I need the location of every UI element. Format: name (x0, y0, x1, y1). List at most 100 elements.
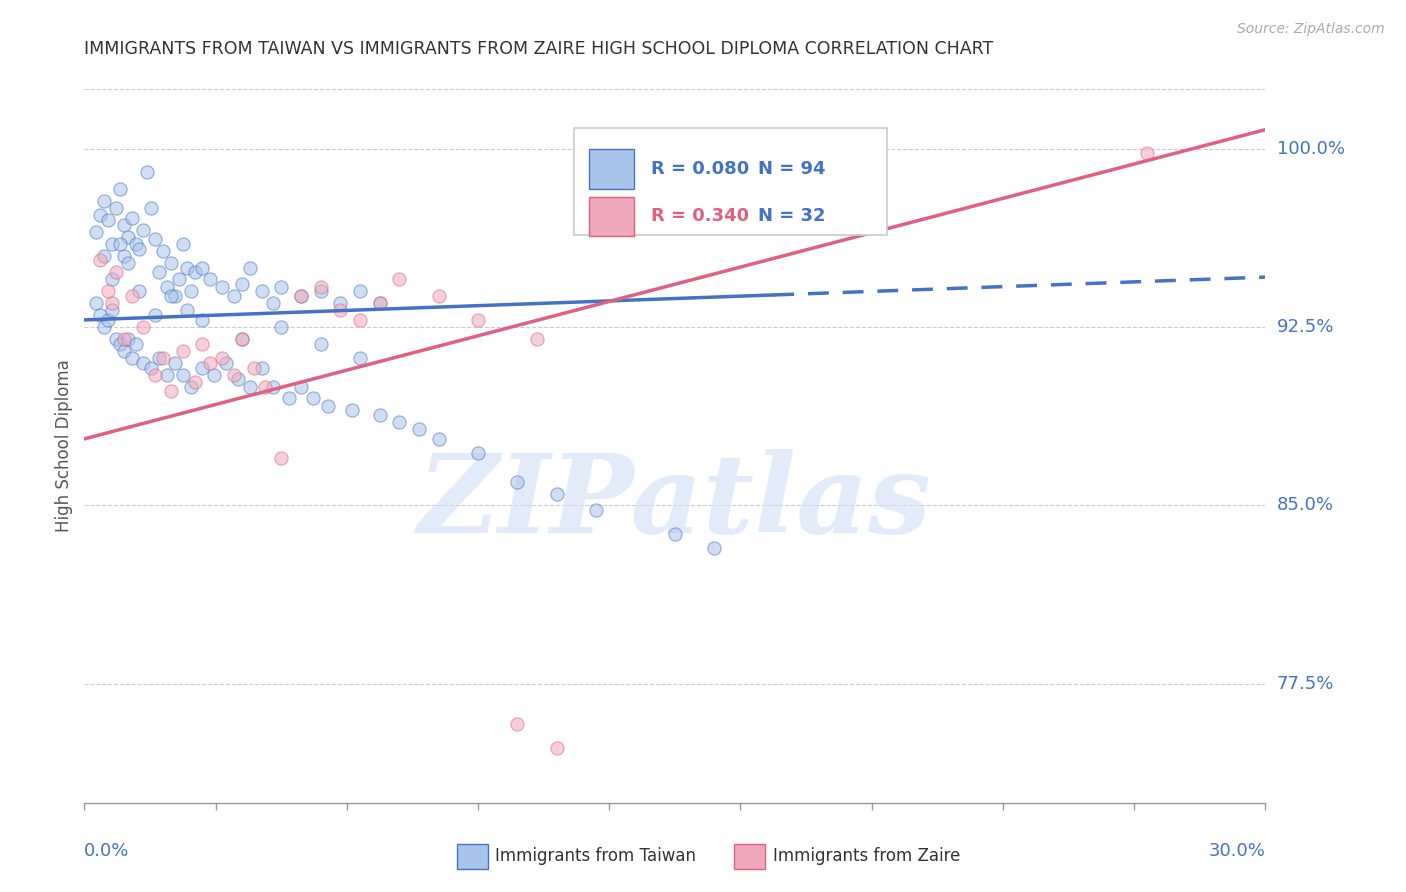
Point (202, 368, 225, 382)
Point (163, 356, 186, 370)
Point (309, 285, 332, 299)
Point (156, 279, 179, 293)
Point (121, 289, 143, 303)
FancyBboxPatch shape (575, 128, 887, 235)
Point (97, 313, 120, 327)
FancyBboxPatch shape (589, 150, 634, 189)
Point (270, 279, 292, 293)
Point (152, 244, 174, 258)
Point (121, 211, 143, 225)
Point (176, 303, 198, 318)
Point (93, 320, 115, 334)
Text: Immigrants from Taiwan: Immigrants from Taiwan (495, 847, 696, 865)
Point (167, 272, 190, 286)
Point (143, 368, 166, 382)
FancyBboxPatch shape (589, 196, 634, 235)
Text: 30.0%: 30.0% (1209, 842, 1265, 860)
Point (262, 296, 284, 310)
Point (117, 256, 139, 270)
Point (121, 351, 143, 365)
Point (270, 450, 292, 465)
Point (117, 332, 139, 346)
Point (546, 741, 568, 756)
Point (231, 277, 253, 292)
Y-axis label: High School Diploma: High School Diploma (55, 359, 73, 533)
Point (143, 232, 166, 246)
Point (160, 256, 183, 270)
Point (427, 432, 450, 446)
Point (108, 336, 131, 351)
Point (112, 332, 135, 346)
Point (254, 379, 277, 393)
Point (211, 351, 233, 365)
Point (136, 165, 159, 179)
Point (250, 285, 273, 299)
Point (703, 541, 725, 556)
Point (215, 356, 238, 370)
Point (160, 384, 183, 399)
Point (242, 360, 264, 375)
Point (329, 303, 352, 318)
Text: Immigrants from Zaire: Immigrants from Zaire (773, 847, 960, 865)
Point (93, 194, 115, 208)
Point (148, 351, 170, 365)
Point (104, 201, 127, 215)
Point (309, 336, 332, 351)
Point (104, 332, 127, 346)
Point (108, 182, 131, 196)
Text: N = 94: N = 94 (758, 161, 825, 178)
Text: N = 32: N = 32 (758, 207, 825, 225)
Point (546, 486, 568, 500)
Point (124, 336, 146, 351)
Point (226, 372, 249, 386)
Text: 0.0%: 0.0% (84, 842, 129, 860)
Point (132, 356, 155, 370)
Text: Source: ZipAtlas.com: Source: ZipAtlas.com (1237, 22, 1385, 37)
Point (180, 285, 202, 299)
Point (1136, 146, 1159, 161)
Point (239, 260, 262, 275)
Point (191, 313, 214, 327)
Point (368, 296, 391, 310)
Point (526, 332, 548, 346)
Point (132, 222, 155, 236)
Point (388, 415, 411, 429)
Point (101, 272, 124, 286)
Point (191, 260, 214, 275)
Point (231, 332, 253, 346)
Point (301, 392, 323, 406)
Point (180, 379, 202, 393)
Point (108, 236, 131, 251)
Point (329, 296, 352, 310)
Point (148, 265, 170, 279)
Point (239, 379, 262, 393)
Point (250, 360, 273, 375)
Point (183, 375, 205, 389)
Text: R = 0.080: R = 0.080 (651, 161, 749, 178)
Point (124, 236, 146, 251)
Point (368, 296, 391, 310)
Point (128, 242, 150, 256)
Point (664, 527, 686, 541)
Point (349, 351, 371, 365)
Point (97, 213, 120, 227)
Point (222, 368, 245, 382)
Point (408, 422, 430, 436)
Point (388, 272, 411, 286)
Point (84, 225, 107, 239)
Point (231, 332, 253, 346)
Point (290, 289, 312, 303)
Point (172, 343, 194, 358)
Point (427, 289, 450, 303)
Point (309, 279, 332, 293)
Point (128, 285, 150, 299)
Point (211, 279, 233, 293)
Point (97, 285, 120, 299)
Text: IMMIGRANTS FROM TAIWAN VS IMMIGRANTS FROM ZAIRE HIGH SCHOOL DIPLOMA CORRELATION : IMMIGRANTS FROM TAIWAN VS IMMIGRANTS FRO… (84, 40, 994, 58)
Point (89, 308, 111, 322)
Point (467, 313, 489, 327)
Point (112, 249, 135, 263)
Point (89, 253, 111, 268)
Point (172, 236, 194, 251)
Point (112, 218, 135, 232)
